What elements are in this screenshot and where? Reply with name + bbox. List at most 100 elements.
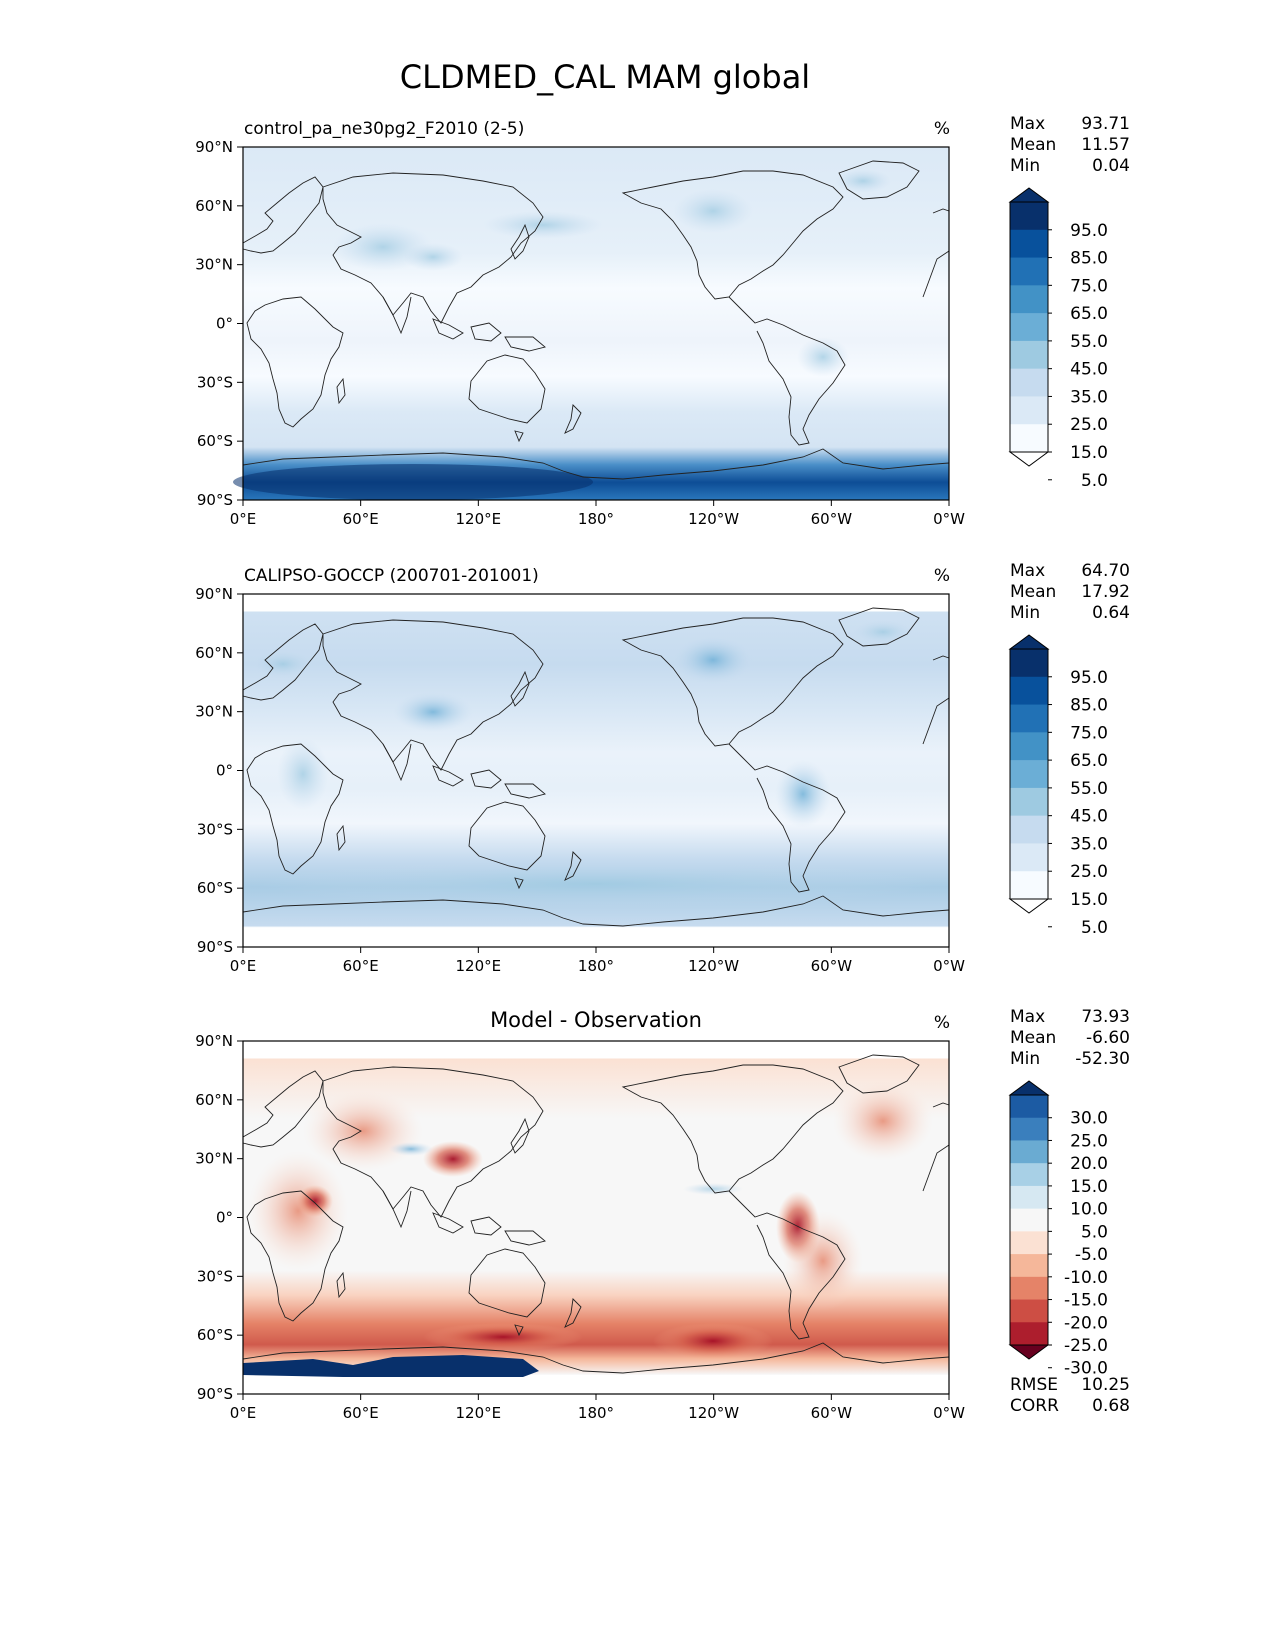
field-patch [297,1185,333,1217]
colorbar-diff: 30.025.0 20.0 15.0 10.05.0 -5.0 -10.0 -15.0-20… [1008,1080,1108,1379]
colorbar-segment [1010,787,1048,817]
map-field [243,147,949,500]
colorbar-segment [1010,202,1048,231]
field-patch [673,189,753,233]
x-tick-label: 120°E [456,957,502,975]
y-tick-label: 90°S [197,1385,233,1403]
colorbar-label: 25.0 [1070,415,1108,435]
colorbar-extend-top [1008,634,1050,650]
x-ticks: 0°E 60°E 120°E 180° 120°W 60°W 0°W [230,500,965,528]
y-tick-label: 30°N [195,1150,233,1168]
colorbar-label: -25.0 [1064,1336,1108,1356]
x-tick-label: 60°E [343,1404,379,1422]
colorbar-label: 35.0 [1070,387,1108,407]
colorbar-label: 55.0 [1070,779,1108,799]
field-patch [423,1323,583,1351]
field-patch [853,620,913,644]
y-tick-label: 90°N [195,585,233,603]
colorbar-segment [1010,760,1048,789]
colorbar-segment [1010,1208,1048,1232]
field-patch [423,1141,483,1177]
colorbar-extend-bottom [1008,898,1050,914]
colorbar-label: -15.0 [1064,1291,1108,1311]
x-tick-label: 60°W [811,1404,853,1422]
y-tick-label: 60°N [195,644,233,662]
stats-obs: Max 64.70 Mean 17.92 Min 0.64 [1010,561,1130,623]
x-tick-label: 60°E [343,957,379,975]
colorbar-segment [1010,704,1048,733]
colorbar-label: 30.0 [1070,1109,1108,1129]
colorbar-label: 5.0 [1081,471,1108,491]
panel-obs: CALIPSO-GOCCP (200701-201001) % 90°N 60°N… [195,566,965,975]
colorbar-segment [1010,1322,1048,1346]
colorbar-label: 20.0 [1070,1154,1108,1174]
field-patch [673,636,753,684]
stat-label: Min [1010,156,1040,176]
stats-diff: Max 73.93 Mean -6.60 Min -52.30 [1010,1007,1130,1069]
x-tick-label: 0°W [933,1404,965,1422]
panel-title: CALIPSO-GOCCP (200701-201001) [244,566,539,586]
field-patch [797,337,849,377]
x-tick-label: 60°W [811,510,853,528]
panel-model: control_pa_ne30pg2_F2010 (2-5) % 90°N 60°… [195,119,965,528]
stat-value: 64.70 [1081,561,1130,581]
field-patch [835,169,891,193]
colorbar-extend-top [1008,1080,1050,1096]
colorbar-label: 45.0 [1070,360,1108,380]
stat-value: 0.04 [1092,156,1130,176]
colorbar-label: 5.0 [1081,918,1108,938]
y-ticks: 90°N 60°N 30°N 0° 30°S 60°S 90°S [195,138,243,509]
colorbar-segment [1010,676,1048,706]
stat-value: -6.60 [1086,1028,1130,1048]
y-tick-label: 60°N [195,197,233,215]
x-tick-label: 120°E [456,1404,502,1422]
stat-label: Min [1010,603,1040,623]
field-patch [253,650,313,678]
field-patch [303,1091,423,1171]
field-patch [277,738,329,810]
colorbar-label: 85.0 [1070,249,1108,269]
x-tick-label: 120°W [688,957,739,975]
colorbar-label: 45.0 [1070,807,1108,827]
colorbar-segment [1010,1140,1048,1164]
colorbar-label: 10.0 [1070,1200,1108,1220]
y-tick-label: 0° [216,1209,233,1227]
colorbar-segment [1010,340,1048,370]
colorbar-extend-bottom [1008,1344,1050,1360]
colorbar-label: 15.0 [1070,890,1108,910]
colorbar-segment [1010,313,1048,342]
x-tick-label: 60°W [811,957,853,975]
colorbar-segment [1010,1185,1048,1210]
stat-label: CORR [1010,1396,1059,1416]
colorbar-segment [1010,1299,1048,1323]
y-tick-label: 30°S [197,820,233,838]
colorbar-segment [1010,424,1048,453]
stat-value: 10.25 [1081,1375,1130,1395]
y-tick-label: 30°S [197,1267,233,1285]
colorbar-model: 95.0 85.0 75.0 65.0 55.0 45.0 35.0 25.0 15.0 5.0 [1008,187,1108,491]
stat-value: 93.71 [1081,114,1130,134]
field-patch [683,1183,743,1195]
stat-label: Min [1010,1049,1040,1069]
colorbar-segment [1010,1254,1048,1278]
y-ticks: 90°N 60°N 30°N 0° 30°S 60°S 90°S [195,585,243,956]
y-tick-label: 90°S [197,491,233,509]
map-model [233,146,950,501]
colorbar-segment [1010,1163,1048,1187]
colorbar-label: 15.0 [1070,443,1108,463]
colorbar-segment [1010,257,1048,286]
colorbar-label: 15.0 [1070,1177,1108,1197]
y-tick-label: 90°N [195,138,233,156]
y-tick-label: 60°N [195,1091,233,1109]
stat-value: 0.68 [1092,1396,1130,1416]
stat-value: -52.30 [1075,1049,1130,1069]
colorbar-label: 55.0 [1070,332,1108,352]
field-patch [393,692,473,732]
colorbar-obs: 95.0 85.0 75.0 65.0 55.0 45.0 35.0 25.0 15.0 5.0 [1008,634,1108,938]
x-tick-label: 0°E [230,957,257,975]
colorbar-segment [1010,285,1048,314]
stat-label: Max [1010,1007,1045,1027]
extra-stats-diff: RMSE 10.25 CORR 0.68 [1010,1375,1130,1416]
x-tick-label: 180° [578,1404,614,1422]
